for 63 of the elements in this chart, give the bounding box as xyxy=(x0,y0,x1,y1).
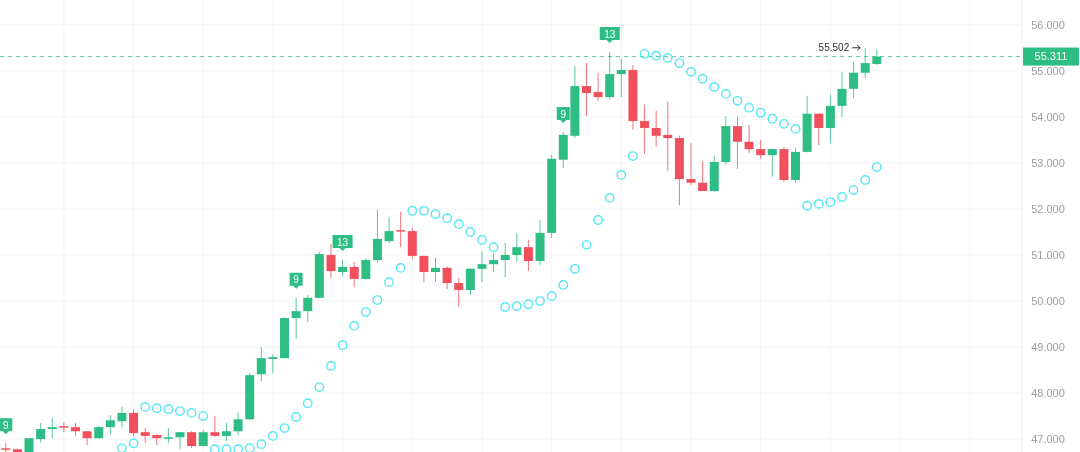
annotation: 13 xyxy=(337,236,349,248)
candlestick xyxy=(361,257,371,281)
y-tick-label: 47.000 xyxy=(1031,432,1065,445)
candlestick xyxy=(477,250,487,283)
candlestick xyxy=(744,124,754,154)
candlestick xyxy=(593,72,603,102)
candlestick xyxy=(372,209,382,264)
y-tick-label: 50.000 xyxy=(1031,294,1065,307)
candlestick xyxy=(210,415,220,438)
candlestick xyxy=(616,58,626,98)
annotation: 13 xyxy=(604,28,616,40)
candlestick xyxy=(523,239,533,272)
candlestick xyxy=(431,257,441,283)
candlestick xyxy=(396,211,406,248)
candlestick xyxy=(686,142,696,186)
candlestick xyxy=(256,346,266,382)
candlestick xyxy=(326,243,336,279)
candlestick xyxy=(175,431,185,450)
candlestick xyxy=(117,406,127,428)
candlestick xyxy=(756,139,766,160)
y-tick-label: 53.000 xyxy=(1031,156,1065,169)
candlestick xyxy=(291,297,301,340)
candlestick xyxy=(489,252,499,273)
annotation: 55.502 xyxy=(818,42,850,54)
candlestick xyxy=(349,261,359,288)
candlestick xyxy=(47,417,57,439)
y-tick-label: 54.000 xyxy=(1031,110,1065,123)
candlestick xyxy=(268,353,278,374)
candlestick xyxy=(640,104,650,155)
candlestick xyxy=(825,94,835,144)
annotation: 9 xyxy=(3,419,10,431)
candlestick xyxy=(442,266,452,290)
y-tick-label: 51.000 xyxy=(1031,248,1065,261)
y-tick-label: 48.000 xyxy=(1031,386,1065,399)
y-tick-label: 56.000 xyxy=(1031,18,1065,31)
candlestick xyxy=(500,242,510,278)
y-tick-label: 49.000 xyxy=(1031,340,1065,353)
candlestick xyxy=(36,422,46,443)
candlestick xyxy=(651,110,661,148)
annotation: 9 xyxy=(293,274,300,286)
candlestick xyxy=(698,160,708,192)
candlestick xyxy=(581,62,591,117)
candlestick xyxy=(849,61,859,99)
ref-line-label: 55.311 xyxy=(1034,50,1068,63)
candlestick xyxy=(837,71,847,118)
candlestick xyxy=(82,430,92,446)
candlestick xyxy=(767,148,777,178)
candlestick xyxy=(105,414,115,436)
candlestick xyxy=(814,112,824,146)
y-tick-label: 52.000 xyxy=(1031,202,1065,215)
candlestick xyxy=(384,216,394,244)
candlestick xyxy=(465,267,475,296)
candlestick xyxy=(303,294,313,323)
candlestick xyxy=(732,116,742,170)
candlestick xyxy=(512,232,522,263)
candlestick xyxy=(419,254,429,283)
candlestick xyxy=(663,101,673,172)
y-tick-label: 55.000 xyxy=(1031,64,1065,77)
candlestick xyxy=(59,421,69,433)
candlestick xyxy=(129,408,139,437)
candlestick xyxy=(454,277,464,308)
candlestick xyxy=(233,412,243,436)
annotation: 9 xyxy=(560,108,567,120)
